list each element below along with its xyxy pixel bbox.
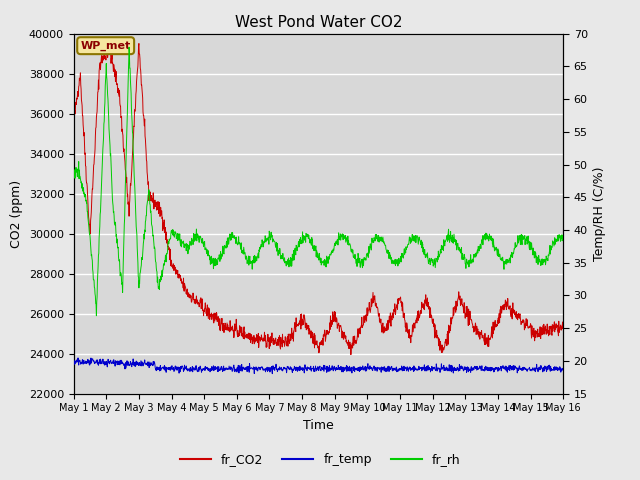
Y-axis label: CO2 (ppm): CO2 (ppm) (10, 180, 23, 248)
Legend: fr_CO2, fr_temp, fr_rh: fr_CO2, fr_temp, fr_rh (175, 448, 465, 471)
Title: West Pond Water CO2: West Pond Water CO2 (235, 15, 402, 30)
Text: WP_met: WP_met (81, 40, 131, 51)
Y-axis label: Temp/RH (C/%): Temp/RH (C/%) (593, 167, 606, 261)
X-axis label: Time: Time (303, 419, 334, 432)
